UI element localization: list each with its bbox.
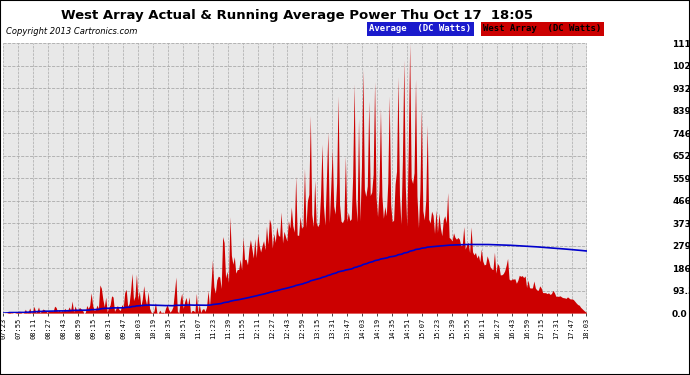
Text: Average  (DC Watts): Average (DC Watts) bbox=[369, 24, 471, 33]
Text: West Array  (DC Watts): West Array (DC Watts) bbox=[483, 24, 601, 33]
Text: West Array Actual & Running Average Power Thu Oct 17  18:05: West Array Actual & Running Average Powe… bbox=[61, 9, 533, 22]
Text: Copyright 2013 Cartronics.com: Copyright 2013 Cartronics.com bbox=[6, 27, 137, 36]
